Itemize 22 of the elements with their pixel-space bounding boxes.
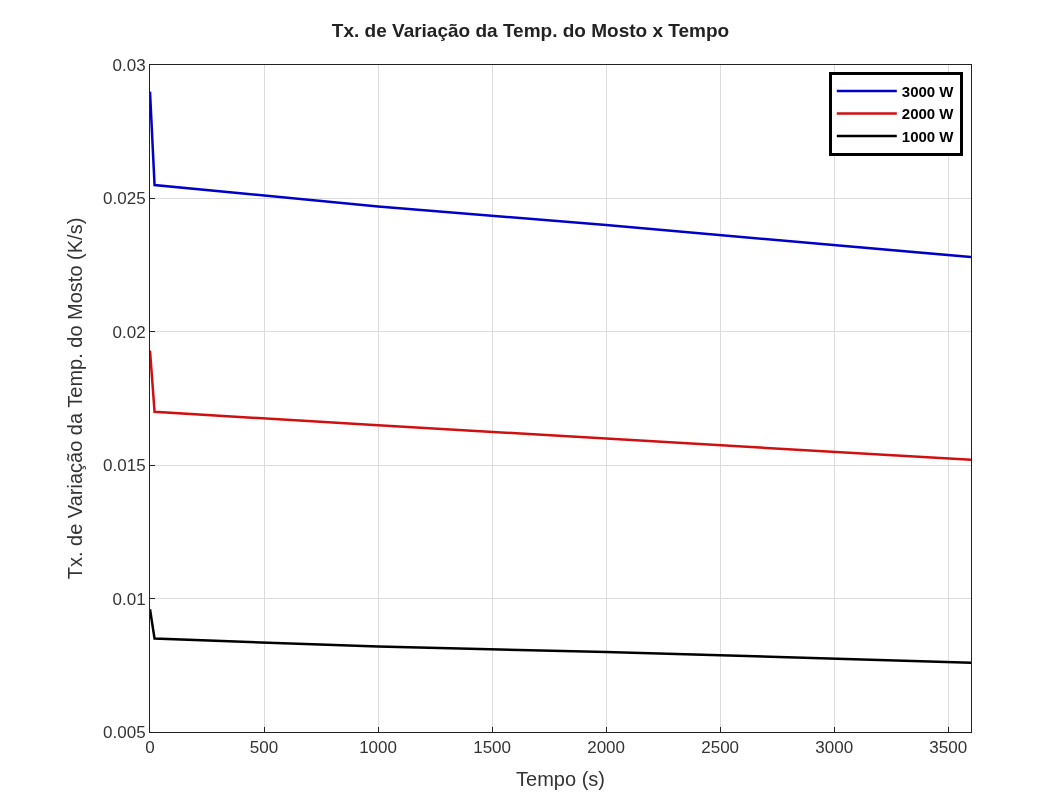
- legend-label: 3000 W: [901, 82, 955, 100]
- x-tick-label: 3000: [815, 738, 854, 758]
- x-axis-title: Tempo (s): [516, 767, 605, 790]
- x-tick-label: 1000: [359, 738, 397, 758]
- line-series: [150, 608, 971, 664]
- y-tick-label: 0.005: [103, 722, 146, 742]
- x-tick-label: 3500: [929, 738, 968, 758]
- y-tick-label: 0.015: [103, 456, 146, 476]
- y-tick-label: 0.02: [112, 322, 146, 342]
- x-tick-label: 500: [249, 738, 279, 758]
- x-tick-label: 2500: [701, 738, 740, 758]
- x-tick-label: 1500: [473, 738, 511, 758]
- x-tick-label: 0: [145, 738, 155, 758]
- y-tick-label: 0.025: [103, 189, 146, 209]
- legend-label: 1000 W: [901, 127, 955, 145]
- y-tick-label: 0.03: [112, 55, 146, 75]
- line-series: [150, 349, 971, 462]
- legend-label: 2000 W: [901, 105, 955, 123]
- y-tick-label: 0.01: [112, 589, 146, 609]
- y-axis-title: Tx. de Variação da Temp. do Mosto (K/s): [63, 217, 86, 580]
- chart-title: Tx. de Variação da Temp. do Mosto x Tempo: [331, 20, 730, 42]
- x-tick-label: 2000: [587, 738, 626, 758]
